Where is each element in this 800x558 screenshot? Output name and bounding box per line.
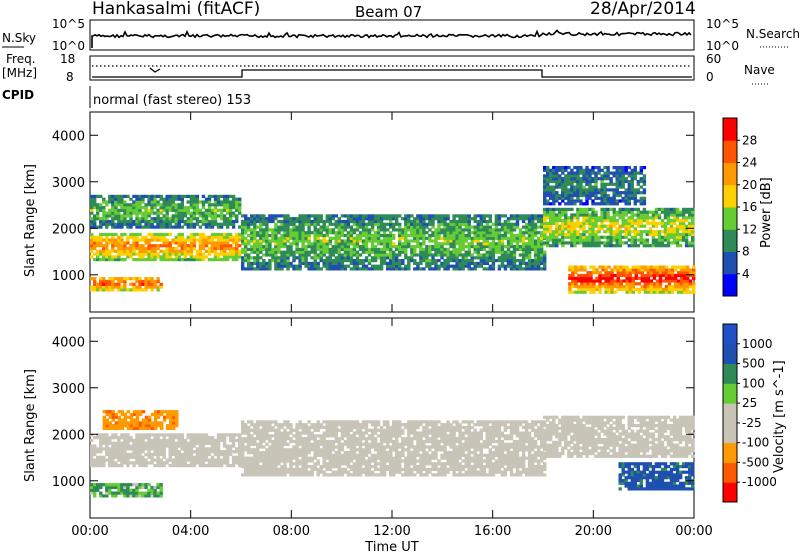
velocity-colorbar-label: Velocity [m s^-1] bbox=[772, 360, 787, 473]
power-colorbar: 28 24 20 16 12 8 4 bbox=[723, 118, 757, 297]
xtick-label: 12:00 bbox=[373, 524, 410, 539]
colorbar-tick-label: -500 bbox=[742, 455, 769, 469]
beam-title: Beam 07 bbox=[355, 3, 422, 21]
ytick-label: 2000 bbox=[52, 428, 85, 443]
freq-tick-bottom: 8 bbox=[66, 70, 74, 84]
power-region bbox=[90, 195, 241, 229]
colorbar-tick-label: 1000 bbox=[742, 337, 773, 351]
power-region bbox=[241, 214, 546, 270]
nsearch-tick-bottom: 10^0 bbox=[706, 39, 739, 53]
ytick-label: 4000 bbox=[52, 335, 85, 350]
nsky-tick-bottom: 10^0 bbox=[52, 39, 85, 53]
power-colorbar-label: Power [dB] bbox=[759, 177, 774, 248]
xtick-label: 08:00 bbox=[273, 524, 310, 539]
nsearch-label: N.Search bbox=[746, 27, 800, 41]
freq-label-2: [MHz] bbox=[2, 66, 37, 80]
colorbar-segment bbox=[723, 207, 737, 230]
freq-panel: Freq. [MHz] 18 8 60 0 Nave bbox=[2, 52, 775, 84]
power-region bbox=[90, 233, 241, 261]
colorbar-segment bbox=[723, 344, 737, 364]
colorbar-tick-label: 4 bbox=[742, 267, 750, 281]
colorbar-tick-label: 25 bbox=[742, 396, 757, 410]
xtick-label: 04:00 bbox=[172, 524, 209, 539]
colorbar-segment bbox=[723, 462, 737, 482]
colorbar-segment bbox=[723, 229, 737, 252]
colorbar-segment bbox=[723, 140, 737, 163]
colorbar-tick-label: 28 bbox=[742, 133, 757, 147]
colorbar-segment bbox=[723, 118, 737, 141]
colorbar-tick-label: 16 bbox=[742, 200, 757, 214]
colorbar-tick-label: 500 bbox=[742, 357, 765, 371]
nsky-label: N.Sky bbox=[2, 31, 36, 45]
freq-tick-top: 18 bbox=[60, 52, 75, 66]
colorbar-segment bbox=[723, 163, 737, 186]
nave-label: Nave bbox=[744, 63, 775, 77]
velocity-region bbox=[241, 420, 546, 476]
colorbar-tick-label: -100 bbox=[742, 436, 769, 450]
colorbar-tick-label: 20 bbox=[742, 178, 757, 192]
ytick-label: 4000 bbox=[52, 129, 85, 144]
colorbar-tick-label: -1000 bbox=[742, 475, 777, 489]
colorbar-segment bbox=[723, 443, 737, 463]
power-panel: 1000 2000 3000 4000 Slant Range [km] 28 24 20… bbox=[23, 112, 774, 312]
power-region bbox=[543, 208, 694, 248]
colorbar-segment bbox=[723, 364, 737, 384]
velocity-ylabel: Slant Range [km] bbox=[23, 369, 38, 482]
colorbar-segment bbox=[723, 423, 737, 443]
nave-trace bbox=[92, 70, 692, 77]
time-axis-label: Time UT bbox=[364, 540, 418, 554]
xtick-label: 16:00 bbox=[474, 524, 511, 539]
xtick-label: 00:00 bbox=[71, 524, 108, 539]
colorbar-segment bbox=[723, 274, 737, 297]
nsky-tick-top: 10^5 bbox=[52, 17, 85, 31]
freq-label-1: Freq. bbox=[6, 52, 36, 66]
colorbar-tick-label: -25 bbox=[742, 416, 762, 430]
power-region bbox=[90, 277, 163, 291]
colorbar-segment bbox=[723, 482, 737, 502]
colorbar-segment bbox=[723, 403, 737, 423]
colorbar-segment bbox=[723, 252, 737, 275]
velocity-colorbar: 1000 500 100 25 -25 -100 -500 -1000 bbox=[723, 324, 777, 503]
cpid-text: normal (fast stereo) 153 bbox=[93, 93, 251, 108]
colorbar-tick-label: 8 bbox=[742, 245, 750, 259]
station-title: Hankasalmi (fitACF) bbox=[92, 0, 260, 19]
xtick-label: 20:00 bbox=[575, 524, 612, 539]
nave-tick-top: 60 bbox=[706, 52, 721, 66]
velocity-region bbox=[90, 433, 241, 467]
cpid-row: CPID normal (fast stereo) 153 bbox=[2, 86, 251, 108]
colorbar-tick-label: 24 bbox=[742, 156, 757, 170]
xtick-label: 00:00 bbox=[675, 524, 712, 539]
nsky-panel: N.Sky 10^5 10^0 10^5 10^0 N.Search bbox=[2, 17, 800, 53]
nsky-trace bbox=[92, 30, 691, 48]
colorbar-segment bbox=[723, 324, 737, 344]
cpid-label: CPID bbox=[2, 88, 34, 102]
date-title: 28/Apr/2014 bbox=[590, 0, 696, 19]
colorbar-tick-label: 12 bbox=[742, 222, 757, 236]
ytick-label: 3000 bbox=[52, 176, 85, 191]
ytick-label: 1000 bbox=[52, 269, 85, 284]
nave-tick-bottom: 0 bbox=[706, 70, 714, 84]
colorbar-segment bbox=[723, 185, 737, 208]
ytick-label: 2000 bbox=[52, 222, 85, 237]
power-region bbox=[543, 166, 646, 205]
ytick-label: 3000 bbox=[52, 382, 85, 397]
nsearch-tick-top: 10^5 bbox=[706, 17, 739, 31]
velocity-panel: 1000 2000 3000 4000 00:00 04:00 08:00 12:00 16:0… bbox=[23, 318, 787, 554]
colorbar-segment bbox=[723, 383, 737, 403]
power-ylabel: Slant Range [km] bbox=[23, 164, 38, 277]
colorbar-tick-label: 100 bbox=[742, 376, 765, 390]
ytick-label: 1000 bbox=[52, 475, 85, 490]
